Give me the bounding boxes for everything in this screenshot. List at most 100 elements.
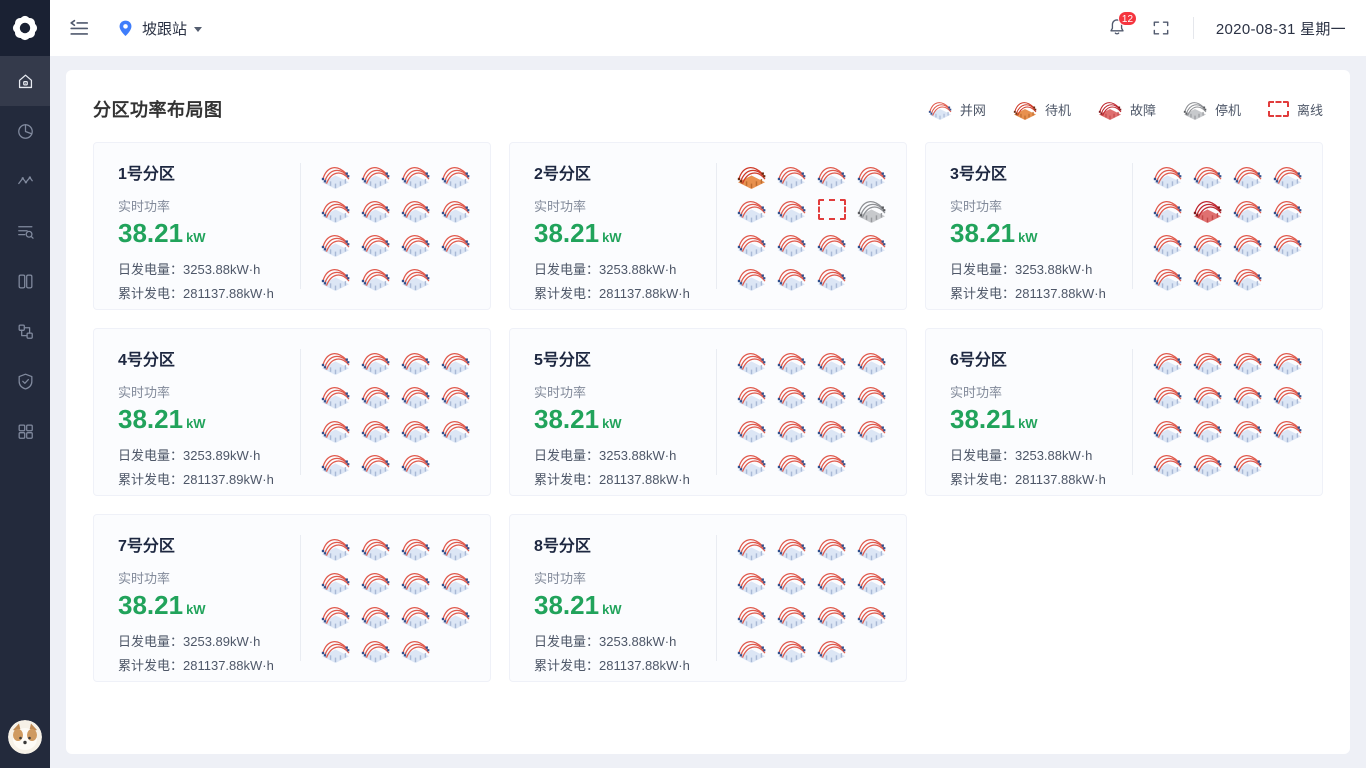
normal-unit-icon[interactable] — [737, 230, 766, 257]
normal-unit-icon[interactable] — [321, 162, 350, 189]
normal-unit-icon[interactable] — [777, 636, 806, 663]
normal-unit-icon[interactable] — [777, 230, 806, 257]
sidebar-item-home[interactable] — [0, 56, 50, 106]
user-avatar[interactable] — [8, 720, 42, 754]
normal-unit-icon[interactable] — [1153, 450, 1182, 477]
normal-unit-icon[interactable] — [777, 196, 806, 223]
normal-unit-icon[interactable] — [321, 230, 350, 257]
normal-unit-icon[interactable] — [737, 196, 766, 223]
normal-unit-icon[interactable] — [1193, 416, 1222, 443]
sidebar-item-list-search[interactable] — [0, 206, 50, 256]
normal-unit-icon[interactable] — [401, 264, 430, 291]
normal-unit-icon[interactable] — [321, 348, 350, 375]
normal-unit-icon[interactable] — [1153, 382, 1182, 409]
normal-unit-icon[interactable] — [857, 348, 886, 375]
normal-unit-icon[interactable] — [441, 230, 470, 257]
normal-unit-icon[interactable] — [361, 416, 390, 443]
normal-unit-icon[interactable] — [1233, 162, 1262, 189]
normal-unit-icon[interactable] — [817, 264, 846, 291]
notifications-button[interactable]: 12 — [1107, 11, 1138, 40]
normal-unit-icon[interactable] — [1153, 230, 1182, 257]
normal-unit-icon[interactable] — [1233, 230, 1262, 257]
normal-unit-icon[interactable] — [361, 196, 390, 223]
normal-unit-icon[interactable] — [441, 534, 470, 561]
fullscreen-button[interactable] — [1151, 18, 1171, 38]
normal-unit-icon[interactable] — [777, 534, 806, 561]
normal-unit-icon[interactable] — [857, 602, 886, 629]
normal-unit-icon[interactable] — [361, 450, 390, 477]
sidebar-item-flow-nodes[interactable] — [0, 306, 50, 356]
normal-unit-icon[interactable] — [1273, 416, 1302, 443]
normal-unit-icon[interactable] — [777, 264, 806, 291]
normal-unit-icon[interactable] — [1273, 348, 1302, 375]
normal-unit-icon[interactable] — [857, 162, 886, 189]
normal-unit-icon[interactable] — [817, 416, 846, 443]
normal-unit-icon[interactable] — [441, 568, 470, 595]
normal-unit-icon[interactable] — [401, 568, 430, 595]
standby-unit-icon[interactable] — [737, 162, 766, 189]
normal-unit-icon[interactable] — [1233, 416, 1262, 443]
normal-unit-icon[interactable] — [857, 230, 886, 257]
normal-unit-icon[interactable] — [401, 162, 430, 189]
normal-unit-icon[interactable] — [361, 230, 390, 257]
offline-unit-icon[interactable] — [817, 198, 846, 220]
sidebar-item-shield-check[interactable] — [0, 356, 50, 406]
normal-unit-icon[interactable] — [401, 450, 430, 477]
menu-fold-icon[interactable] — [68, 17, 90, 39]
normal-unit-icon[interactable] — [737, 636, 766, 663]
normal-unit-icon[interactable] — [361, 636, 390, 663]
normal-unit-icon[interactable] — [777, 602, 806, 629]
normal-unit-icon[interactable] — [737, 416, 766, 443]
normal-unit-icon[interactable] — [1153, 264, 1182, 291]
normal-unit-icon[interactable] — [1193, 348, 1222, 375]
normal-unit-icon[interactable] — [401, 534, 430, 561]
normal-unit-icon[interactable] — [361, 568, 390, 595]
normal-unit-icon[interactable] — [401, 348, 430, 375]
normal-unit-icon[interactable] — [401, 636, 430, 663]
normal-unit-icon[interactable] — [321, 382, 350, 409]
normal-unit-icon[interactable] — [857, 534, 886, 561]
fault-unit-icon[interactable] — [1193, 196, 1222, 223]
normal-unit-icon[interactable] — [401, 196, 430, 223]
normal-unit-icon[interactable] — [441, 416, 470, 443]
normal-unit-icon[interactable] — [401, 230, 430, 257]
normal-unit-icon[interactable] — [1153, 348, 1182, 375]
normal-unit-icon[interactable] — [737, 348, 766, 375]
normal-unit-icon[interactable] — [441, 348, 470, 375]
normal-unit-icon[interactable] — [817, 348, 846, 375]
normal-unit-icon[interactable] — [817, 450, 846, 477]
normal-unit-icon[interactable] — [441, 196, 470, 223]
normal-unit-icon[interactable] — [737, 264, 766, 291]
normal-unit-icon[interactable] — [1233, 382, 1262, 409]
normal-unit-icon[interactable] — [777, 382, 806, 409]
normal-unit-icon[interactable] — [817, 636, 846, 663]
normal-unit-icon[interactable] — [401, 416, 430, 443]
normal-unit-icon[interactable] — [361, 162, 390, 189]
shutdown-unit-icon[interactable] — [857, 196, 886, 223]
normal-unit-icon[interactable] — [1233, 264, 1262, 291]
normal-unit-icon[interactable] — [361, 602, 390, 629]
normal-unit-icon[interactable] — [777, 348, 806, 375]
normal-unit-icon[interactable] — [1273, 230, 1302, 257]
normal-unit-icon[interactable] — [817, 534, 846, 561]
normal-unit-icon[interactable] — [321, 636, 350, 663]
normal-unit-icon[interactable] — [361, 382, 390, 409]
normal-unit-icon[interactable] — [817, 230, 846, 257]
normal-unit-icon[interactable] — [441, 382, 470, 409]
normal-unit-icon[interactable] — [817, 568, 846, 595]
normal-unit-icon[interactable] — [441, 162, 470, 189]
normal-unit-icon[interactable] — [737, 602, 766, 629]
normal-unit-icon[interactable] — [321, 264, 350, 291]
normal-unit-icon[interactable] — [857, 416, 886, 443]
normal-unit-icon[interactable] — [1193, 230, 1222, 257]
normal-unit-icon[interactable] — [1233, 450, 1262, 477]
normal-unit-icon[interactable] — [817, 162, 846, 189]
normal-unit-icon[interactable] — [777, 416, 806, 443]
normal-unit-icon[interactable] — [1193, 264, 1222, 291]
normal-unit-icon[interactable] — [817, 602, 846, 629]
normal-unit-icon[interactable] — [737, 382, 766, 409]
normal-unit-icon[interactable] — [321, 534, 350, 561]
normal-unit-icon[interactable] — [321, 568, 350, 595]
normal-unit-icon[interactable] — [1273, 162, 1302, 189]
normal-unit-icon[interactable] — [321, 416, 350, 443]
